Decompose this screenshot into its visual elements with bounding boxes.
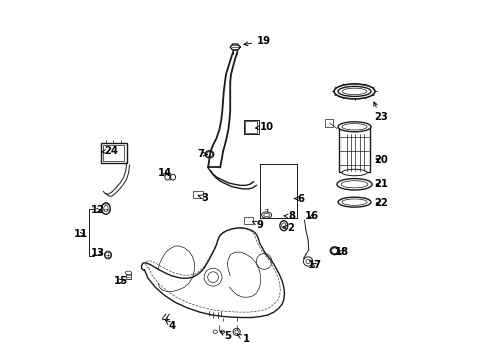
Text: 17: 17 — [307, 260, 322, 270]
Text: 12: 12 — [90, 205, 104, 215]
Ellipse shape — [261, 212, 271, 218]
Text: 11: 11 — [74, 229, 88, 239]
Text: 21: 21 — [373, 179, 387, 189]
Ellipse shape — [337, 122, 370, 132]
Bar — [101, 143, 126, 163]
Ellipse shape — [337, 197, 370, 207]
Text: 2: 2 — [283, 223, 294, 233]
Ellipse shape — [333, 84, 374, 99]
Ellipse shape — [213, 330, 217, 334]
Bar — [244, 217, 253, 224]
Ellipse shape — [205, 151, 213, 158]
Ellipse shape — [336, 179, 371, 190]
Ellipse shape — [125, 271, 131, 275]
Text: 24: 24 — [102, 146, 119, 156]
Text: 16: 16 — [305, 211, 319, 221]
Text: 10: 10 — [255, 122, 273, 132]
Text: 4: 4 — [165, 320, 176, 331]
Text: 15: 15 — [114, 276, 128, 286]
Bar — [338, 127, 369, 172]
Text: 20: 20 — [373, 156, 387, 165]
Text: 1: 1 — [237, 334, 249, 344]
Text: 23: 23 — [373, 102, 387, 122]
Circle shape — [303, 257, 312, 266]
Ellipse shape — [220, 330, 224, 334]
Bar — [324, 118, 333, 127]
Text: 8: 8 — [284, 211, 295, 221]
Text: 6: 6 — [294, 194, 304, 203]
Text: 5: 5 — [221, 331, 230, 342]
Ellipse shape — [102, 203, 110, 214]
Text: 22: 22 — [373, 198, 387, 208]
Text: 18: 18 — [334, 247, 348, 257]
Ellipse shape — [104, 251, 111, 259]
Ellipse shape — [341, 199, 366, 205]
FancyBboxPatch shape — [193, 191, 203, 198]
Ellipse shape — [341, 169, 366, 176]
Text: 14: 14 — [158, 168, 172, 178]
Ellipse shape — [341, 181, 367, 188]
Text: 3: 3 — [198, 193, 207, 203]
Text: 9: 9 — [252, 220, 263, 230]
Ellipse shape — [279, 221, 287, 231]
Text: 13: 13 — [91, 248, 105, 258]
Bar — [103, 145, 124, 161]
Text: 7: 7 — [197, 149, 207, 159]
Bar — [244, 121, 257, 133]
Ellipse shape — [337, 86, 370, 96]
Text: 19: 19 — [244, 36, 270, 46]
Bar — [126, 273, 130, 279]
Circle shape — [233, 328, 240, 336]
Ellipse shape — [329, 247, 338, 255]
